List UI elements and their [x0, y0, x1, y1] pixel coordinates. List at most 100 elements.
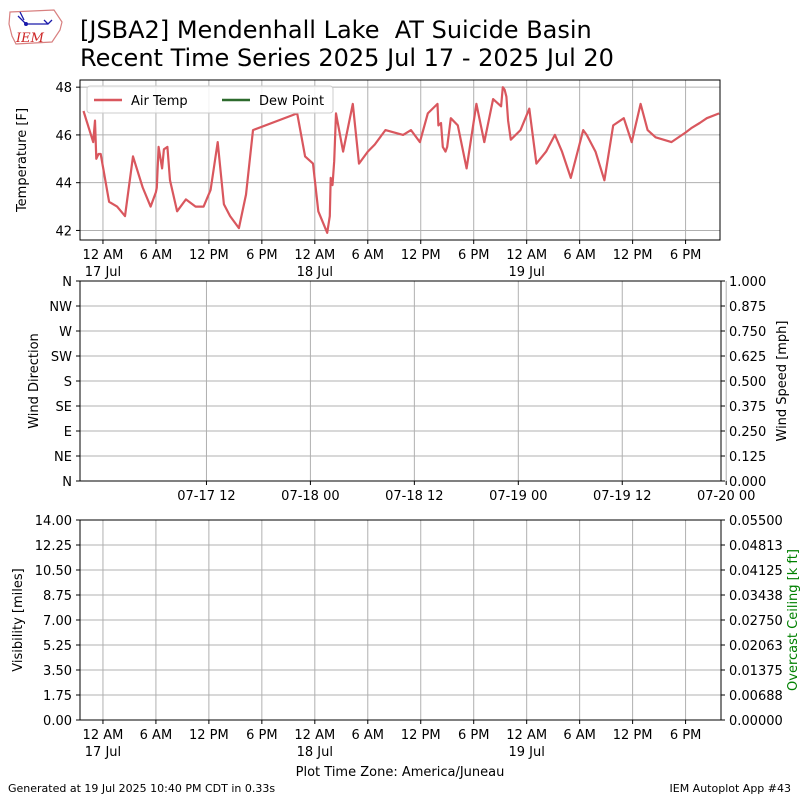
- wind-speed-tick-label: 0.125: [729, 450, 766, 465]
- wind-speed-tick-label: 0.875: [729, 300, 766, 315]
- visibility-x-tick-label: 12 AM: [506, 728, 547, 743]
- wind-x-tick-label: 07-18 00: [281, 489, 339, 504]
- visibility-tick-label: 7.00: [43, 614, 72, 629]
- wind-speed-tick-label: 0.500: [729, 375, 766, 390]
- ceiling-tick-label: 0.01375: [729, 664, 783, 679]
- temperature-x-ticks: 12 AM 17 Jul 6 AM 12 PM 6 PM 12 AM 18 Jul 6 AM 1…: [83, 240, 701, 280]
- x-axis-label: Plot Time Zone: America/Juneau: [296, 765, 505, 780]
- wind-speed-tick-label: 0.250: [729, 425, 766, 440]
- visibility-x-tick-label: 6 AM: [352, 728, 385, 743]
- series-line-air-temp: [82, 86, 720, 234]
- wind-speed-tick-label: 0.750: [729, 325, 766, 340]
- visibility-label: Visibility [miles]: [11, 568, 26, 671]
- visibility-x-tick-date: 17 Jul: [85, 745, 121, 760]
- legend-label-air-temp: Air Temp: [131, 94, 188, 109]
- temperature-x-tick-label: 12 PM: [189, 248, 229, 263]
- logo-text: IEM: [15, 31, 45, 46]
- visibility-tick-label: 1.75: [43, 689, 72, 704]
- visibility-x-ticks: 12 AM 17 Jul 6 AM 12 PM 6 PM 12 AM 18 Jul 6 AM 1…: [83, 720, 701, 760]
- visibility-x-tick-label: 6 PM: [670, 728, 701, 743]
- station-dot-icon: [24, 22, 28, 26]
- wind-direction-tick-label: N: [62, 275, 72, 290]
- wind-direction-tick-label: N: [62, 475, 72, 490]
- ceiling-tick-label: 0.04813: [729, 539, 783, 554]
- visibility-tick-label: 12.25: [35, 539, 72, 554]
- visibility-tick-label: 3.50: [43, 664, 72, 679]
- temperature-x-tick-date: 19 Jul: [508, 265, 544, 280]
- temperature-y-ticks: 42 44 46 48: [55, 81, 80, 239]
- wind-grid: [80, 280, 727, 482]
- wind-speed-tick-label: 1.000: [729, 275, 766, 290]
- wind-direction-label: Wind Direction: [27, 333, 42, 429]
- temperature-y-label: Temperature [F]: [15, 108, 30, 213]
- temperature-axes-frame: [79, 79, 721, 241]
- wind-speed-tick-label: 0.625: [729, 350, 766, 365]
- temperature-x-tick-label: 12 AM: [83, 248, 124, 263]
- legend: Air Temp Dew Point: [86, 85, 334, 114]
- wind-speed-ticks: 0.000 0.125 0.250 0.375 0.500 0.625 0.750 0.875…: [721, 275, 766, 490]
- visibility-x-tick-label: 6 PM: [458, 728, 489, 743]
- temperature-x-tick-label: 12 PM: [401, 248, 441, 263]
- ceiling-tick-label: 0.04125: [729, 564, 783, 579]
- wind-x-tick-label: 07-19 00: [489, 489, 547, 504]
- visibility-x-tick-date: 19 Jul: [508, 745, 544, 760]
- app-note: IEM Autoplot App #43: [669, 782, 792, 795]
- temperature-series: [82, 86, 720, 234]
- visibility-panel: 0.001.753.505.257.008.7510.5012.2514.00 …: [11, 514, 800, 780]
- wind-direction-tick-label: NE: [54, 450, 72, 465]
- generated-note: Generated at 19 Jul 2025 10:40 PM CDT in…: [8, 782, 276, 795]
- temperature-x-tick-label: 12 AM: [506, 248, 547, 263]
- wind-direction-tick-label: NW: [49, 300, 72, 315]
- wind-direction-tick-label: SW: [51, 350, 72, 365]
- ceiling-ticks: 0.00000 0.00688 0.01375 0.02063 0.02750 0.034…: [721, 514, 783, 729]
- visibility-tick-label: 0.00: [43, 714, 72, 729]
- ceiling-tick-label: 0.05500: [729, 514, 783, 529]
- ceiling-tick-label: 0.00688: [729, 689, 783, 704]
- temperature-y-tick-label: 48: [55, 81, 72, 96]
- visibility-tick-label: 14.00: [35, 514, 72, 529]
- legend-box: [86, 85, 334, 114]
- visibility-x-tick-label: 6 AM: [140, 728, 173, 743]
- iem-logo: IEM: [8, 9, 63, 46]
- wind-x-ticks: 07-17 12 07-18 00 07-18 12 07-19 00 07-19 12…: [177, 481, 755, 504]
- visibility-tick-label: 8.75: [43, 589, 72, 604]
- wind-direction-tick-label: E: [64, 425, 72, 440]
- temperature-x-tick-label: 6 PM: [670, 248, 701, 263]
- wind-direction-ticks: N NE E SE S SW W NW N: [49, 275, 80, 490]
- visibility-grid: [80, 519, 721, 721]
- iowa-outline-icon: [8, 9, 63, 45]
- temperature-x-tick-label: 12 PM: [613, 248, 653, 263]
- wind-speed-tick-label: 0.375: [729, 400, 766, 415]
- legend-label-dew-point: Dew Point: [259, 94, 324, 109]
- visibility-x-tick-label: 6 AM: [563, 728, 596, 743]
- visibility-x-tick-label: 12 PM: [401, 728, 441, 743]
- visibility-x-tick-label: 12 AM: [294, 728, 335, 743]
- wind-direction-tick-label: S: [64, 375, 72, 390]
- wind-x-tick-label: 07-17 12: [177, 489, 235, 504]
- temperature-x-tick-label: 6 AM: [563, 248, 596, 263]
- temperature-x-tick-label: 6 PM: [246, 248, 277, 263]
- visibility-x-tick-label: 12 PM: [189, 728, 229, 743]
- wind-x-tick-label: 07-18 12: [385, 489, 443, 504]
- visibility-ticks: 0.00 1.75 3.50 5.25 7.00 8.75 10.50 12.25 14.00: [35, 514, 80, 729]
- wind-speed-tick-label: 0.000: [729, 475, 766, 490]
- ceiling-tick-label: 0.02750: [729, 614, 783, 629]
- visibility-x-tick-label: 12 PM: [613, 728, 653, 743]
- wind-speed-label: Wind Speed [mph]: [775, 321, 790, 442]
- temperature-x-tick-date: 17 Jul: [85, 265, 121, 280]
- visibility-x-tick-label: 12 AM: [83, 728, 124, 743]
- temperature-x-tick-label: 6 AM: [352, 248, 385, 263]
- temperature-x-tick-label: 6 AM: [140, 248, 173, 263]
- ceiling-tick-label: 0.00000: [729, 714, 783, 729]
- temperature-y-tick-label: 44: [55, 177, 72, 192]
- visibility-x-tick-date: 18 Jul: [297, 745, 333, 760]
- chart-title: [JSBA2] Mendenhall Lake AT Suicide Basin: [80, 16, 592, 44]
- visibility-tick-label: 5.25: [43, 639, 72, 654]
- ceiling-tick-label: 0.02063: [729, 639, 783, 654]
- temperature-panel: 42 44 46 48 12 AM 17 Jul 6 AM 12 PM 6 PM 12 AM 18…: [15, 79, 721, 280]
- visibility-x-tick-label: 6 PM: [246, 728, 277, 743]
- temperature-x-tick-label: 12 AM: [294, 248, 335, 263]
- wind-x-tick-label: 07-20 00: [697, 489, 755, 504]
